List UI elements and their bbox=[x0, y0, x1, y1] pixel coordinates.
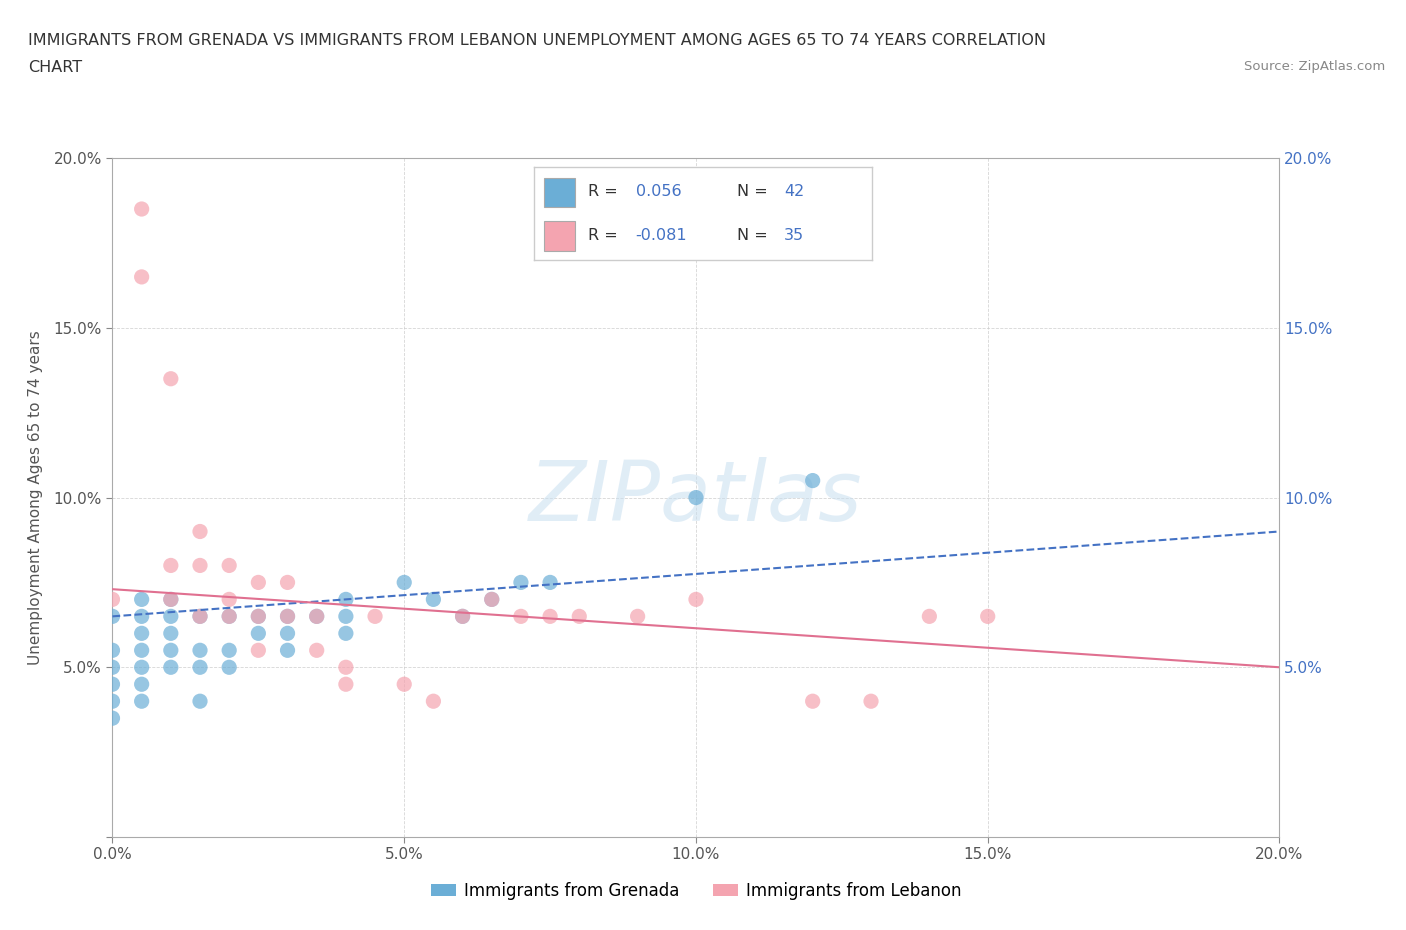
Point bbox=[364, 609, 387, 624]
Point bbox=[305, 643, 328, 658]
Point bbox=[218, 592, 240, 607]
Text: CHART: CHART bbox=[28, 60, 82, 75]
Text: ZIPatlas: ZIPatlas bbox=[529, 457, 863, 538]
Point bbox=[160, 592, 183, 607]
Point bbox=[188, 694, 211, 709]
Point bbox=[568, 609, 591, 624]
Point bbox=[276, 575, 298, 590]
Point bbox=[392, 677, 416, 692]
Point bbox=[801, 473, 824, 488]
Point bbox=[160, 609, 183, 624]
Point bbox=[451, 609, 474, 624]
Text: R =: R = bbox=[588, 184, 623, 199]
Point bbox=[160, 660, 183, 675]
Point bbox=[335, 660, 357, 675]
Point bbox=[131, 609, 153, 624]
Text: N =: N = bbox=[737, 184, 773, 199]
Point bbox=[188, 525, 211, 539]
Point bbox=[131, 660, 153, 675]
Text: R =: R = bbox=[588, 228, 623, 243]
Point bbox=[188, 660, 211, 675]
Point bbox=[247, 575, 270, 590]
Point bbox=[509, 575, 531, 590]
Point bbox=[509, 609, 531, 624]
Point bbox=[481, 592, 503, 607]
Point bbox=[247, 626, 270, 641]
Point bbox=[218, 558, 240, 573]
Point bbox=[247, 609, 270, 624]
Point bbox=[538, 575, 561, 590]
Point bbox=[218, 660, 240, 675]
Point bbox=[247, 643, 270, 658]
Point bbox=[859, 694, 883, 709]
Point bbox=[101, 677, 124, 692]
Point bbox=[976, 609, 998, 624]
Point bbox=[188, 558, 211, 573]
Point bbox=[131, 592, 153, 607]
Point bbox=[276, 626, 298, 641]
Text: 42: 42 bbox=[785, 184, 804, 199]
Point bbox=[101, 609, 124, 624]
Point bbox=[160, 626, 183, 641]
Point bbox=[276, 609, 298, 624]
Point bbox=[218, 609, 240, 624]
Text: Source: ZipAtlas.com: Source: ZipAtlas.com bbox=[1244, 60, 1385, 73]
Point bbox=[131, 677, 153, 692]
Point bbox=[335, 626, 357, 641]
Point bbox=[481, 592, 503, 607]
Point bbox=[160, 592, 183, 607]
Point bbox=[101, 643, 124, 658]
Point bbox=[131, 202, 153, 217]
Text: -0.081: -0.081 bbox=[636, 228, 688, 243]
Point bbox=[335, 677, 357, 692]
Point bbox=[131, 694, 153, 709]
Point bbox=[305, 609, 328, 624]
Point bbox=[131, 626, 153, 641]
Y-axis label: Unemployment Among Ages 65 to 74 years: Unemployment Among Ages 65 to 74 years bbox=[28, 330, 42, 665]
Point bbox=[188, 643, 211, 658]
Point bbox=[131, 270, 153, 285]
Point bbox=[305, 609, 328, 624]
Point bbox=[392, 575, 416, 590]
Point bbox=[276, 609, 298, 624]
Point bbox=[247, 609, 270, 624]
Point bbox=[131, 643, 153, 658]
Point bbox=[160, 558, 183, 573]
Text: IMMIGRANTS FROM GRENADA VS IMMIGRANTS FROM LEBANON UNEMPLOYMENT AMONG AGES 65 TO: IMMIGRANTS FROM GRENADA VS IMMIGRANTS FR… bbox=[28, 33, 1046, 47]
Point bbox=[538, 609, 561, 624]
Point bbox=[685, 592, 707, 607]
Point bbox=[101, 711, 124, 725]
Point bbox=[335, 592, 357, 607]
Text: N =: N = bbox=[737, 228, 773, 243]
Text: 35: 35 bbox=[785, 228, 804, 243]
Point bbox=[918, 609, 941, 624]
Point bbox=[160, 643, 183, 658]
Point bbox=[422, 592, 444, 607]
Bar bbox=[544, 221, 575, 251]
Point bbox=[218, 643, 240, 658]
Point bbox=[801, 694, 824, 709]
Point bbox=[160, 371, 183, 386]
Point bbox=[218, 609, 240, 624]
Point bbox=[422, 694, 444, 709]
Point bbox=[188, 609, 211, 624]
Text: 0.056: 0.056 bbox=[636, 184, 681, 199]
Point bbox=[188, 609, 211, 624]
Point bbox=[335, 609, 357, 624]
Point bbox=[101, 592, 124, 607]
Legend: Immigrants from Grenada, Immigrants from Lebanon: Immigrants from Grenada, Immigrants from… bbox=[423, 875, 969, 907]
Point bbox=[101, 660, 124, 675]
Bar bbox=[544, 178, 575, 207]
Point bbox=[451, 609, 474, 624]
Point bbox=[101, 694, 124, 709]
Point bbox=[626, 609, 648, 624]
Point bbox=[685, 490, 707, 505]
Point bbox=[276, 643, 298, 658]
